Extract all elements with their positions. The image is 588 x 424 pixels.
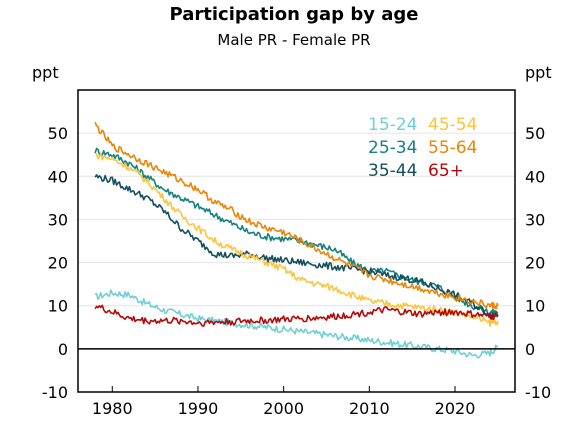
series-line-15-24 (94, 289, 498, 359)
legend-entry-25-34: 25-34 (368, 138, 417, 158)
chart-subtitle: Male PR - Female PR (217, 31, 371, 49)
x-tick-label-4: 2020 (435, 399, 476, 418)
y-tick-label-left-3: 20 (48, 254, 68, 273)
y-tick-label-left-2: 10 (48, 297, 68, 316)
plot-frame (77, 89, 516, 393)
y-tick-label-right-2: 10 (525, 297, 545, 316)
legend-entry-15-24: 15-24 (368, 115, 417, 135)
y-tick-label-right-6: 50 (525, 124, 545, 143)
y-tick-label-right-5: 40 (525, 167, 545, 186)
y-tick-label-left-5: 40 (48, 167, 68, 186)
x-tick-label-0: 1980 (92, 399, 133, 418)
y-tick-label-left-6: 50 (48, 124, 68, 143)
series-line-35-44 (94, 174, 499, 319)
chart-title: Participation gap by age (169, 4, 419, 25)
series-line-25-34 (94, 147, 499, 316)
y-tick-label-left-4: 30 (48, 210, 68, 229)
legend-entry-45-54: 45-54 (428, 115, 477, 135)
y-tick-label-right-0: -10 (525, 383, 551, 402)
legend-entry-55-64: 55-64 (428, 138, 477, 158)
x-tick-label-3: 2010 (349, 399, 390, 418)
legend-entry-65+: 65+ (428, 161, 464, 181)
y-tick-label-left-1: 0 (58, 340, 68, 359)
y-tick-label-left-0: -10 (42, 383, 68, 402)
y-tick-label-right-3: 20 (525, 254, 545, 273)
series-line-65+ (94, 304, 499, 327)
series-lines (94, 121, 499, 359)
y-axis-unit-right: ppt (525, 63, 552, 82)
y-tick-label-right-4: 30 (525, 210, 545, 229)
y-tick-label-right-1: 0 (525, 340, 535, 359)
series-line-55-64 (94, 121, 499, 310)
y-axis-unit-left: ppt (32, 63, 59, 82)
legend-entry-35-44: 35-44 (368, 161, 417, 181)
x-tick-label-2: 2000 (263, 399, 304, 418)
x-tick-label-1: 1990 (178, 399, 219, 418)
legend: 15-24 45-54 25-34 55-64 35-44 65+ (368, 115, 477, 181)
